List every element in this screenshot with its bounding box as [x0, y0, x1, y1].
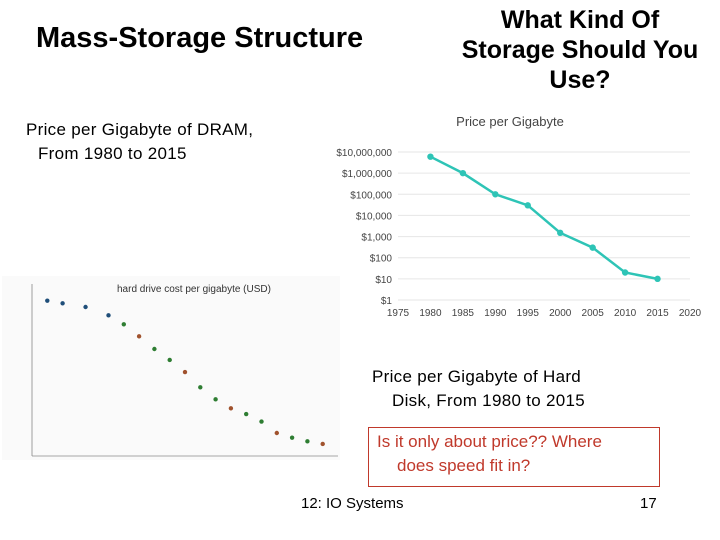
dram-caption: Price per Gigabyte of DRAM, From 1980 to…: [26, 118, 253, 166]
data-point: [213, 397, 218, 402]
hard-drive-cost-chart: hard drive cost per gigabyte (USD): [2, 276, 340, 460]
slide-subtitle: What Kind Of Storage Should You Use?: [440, 5, 720, 95]
data-point: [136, 334, 142, 339]
data-point: [654, 275, 661, 283]
dram-price-chart: Price per Gigabyte $10,000,000 $1,000,000…: [336, 114, 702, 319]
data-point: [589, 244, 596, 251]
data-point: [557, 229, 564, 237]
y-tick-label: $1,000: [361, 233, 392, 244]
y-tick-label: $100,000: [350, 190, 392, 201]
data-point: [60, 301, 65, 306]
data-point: [228, 406, 234, 411]
y-tick-label: $10,000: [356, 211, 393, 222]
data-point: [259, 419, 264, 424]
x-tick-label: 2005: [582, 308, 605, 319]
page-number: 17: [640, 495, 657, 512]
data-point: [492, 191, 499, 198]
x-tick-label: 2015: [646, 308, 669, 319]
hard-disk-caption-line-2: Disk, From 1980 to 2015: [392, 391, 586, 410]
y-tick-label: $1: [381, 296, 393, 307]
y-tick-label: $100: [370, 254, 393, 265]
subtitle-line-2: Storage Should You: [461, 36, 699, 64]
x-tick-label: 1985: [452, 308, 475, 319]
y-tick-label: $10,000,000: [336, 148, 392, 159]
x-tick-label: 1980: [419, 308, 442, 319]
data-point: [274, 430, 279, 436]
question-line-1: Is it only about price?? Where: [377, 432, 602, 451]
footer-section-title: 12: IO Systems: [301, 495, 404, 512]
series-line: [429, 155, 658, 281]
data-point: [427, 153, 434, 160]
data-point: [121, 322, 127, 327]
data-point: [320, 441, 325, 447]
data-point: [152, 346, 157, 352]
subtitle-line-3: Use?: [549, 66, 611, 94]
y-tick-label: $10: [375, 275, 392, 286]
question-callout: Is it only about price?? Where does spee…: [368, 427, 660, 487]
data-point: [167, 357, 172, 363]
data-point: [244, 411, 249, 417]
data-point: [621, 269, 629, 276]
chart-title: Price per Gigabyte: [456, 114, 564, 129]
hard-disk-caption-line-1: Price per Gigabyte of Hard: [372, 367, 582, 386]
dram-caption-line-2: From 1980 to 2015: [38, 144, 187, 163]
data-point: [83, 304, 88, 310]
data-point: [524, 202, 531, 209]
x-tick-label: 2010: [614, 308, 637, 319]
x-tick-label: 1995: [517, 308, 540, 319]
subtitle-line-1: What Kind Of: [500, 6, 660, 34]
data-point: [459, 169, 467, 177]
data-point: [45, 298, 50, 303]
question-line-2: does speed fit in?: [397, 456, 531, 475]
chart-background: [2, 276, 340, 460]
y-tick-label: $1,000,000: [342, 169, 392, 180]
x-tick-label: 2000: [549, 308, 572, 319]
data-point: [289, 435, 295, 440]
data-point: [305, 439, 310, 444]
slide-title: Mass-Storage Structure: [36, 22, 364, 54]
dram-caption-line-1: Price per Gigabyte of DRAM,: [26, 120, 254, 139]
x-tick-label: 2020: [679, 308, 702, 319]
x-tick-label: 1990: [484, 308, 507, 319]
chart-title: hard drive cost per gigabyte (USD): [117, 284, 271, 295]
data-point: [106, 313, 111, 318]
x-tick-label: 1975: [387, 308, 410, 319]
data-point: [198, 385, 203, 390]
hard-disk-caption: Price per Gigabyte of Hard Disk, From 19…: [372, 365, 585, 413]
data-point: [182, 369, 188, 375]
